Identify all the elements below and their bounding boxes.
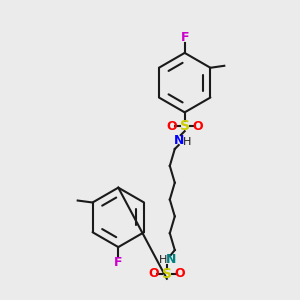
Text: S: S: [180, 119, 190, 133]
Text: N: N: [173, 134, 184, 147]
Text: F: F: [180, 31, 189, 44]
Text: H: H: [159, 255, 167, 265]
Text: F: F: [114, 256, 122, 269]
Text: O: O: [149, 267, 159, 280]
Text: N: N: [166, 254, 176, 266]
Text: O: O: [167, 120, 177, 133]
Text: H: H: [182, 137, 191, 147]
Text: S: S: [162, 267, 172, 281]
Text: O: O: [174, 267, 185, 280]
Text: O: O: [192, 120, 203, 133]
